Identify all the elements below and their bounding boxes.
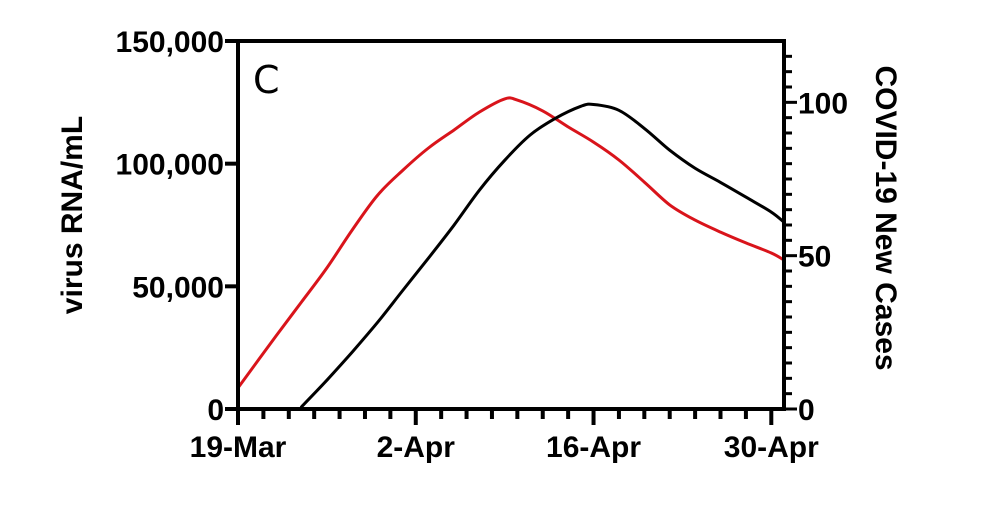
virus-rna-line [236,96,786,390]
left-axis-tick-label: 50,000 [132,271,224,304]
left-y-axis: 0 50,000 100,000 150,000 [116,26,240,427]
new-cases-line [300,102,786,409]
left-axis-title: virus RNA/mL [56,116,89,314]
panel-label: C [253,58,280,102]
x-axis-tick-label: 19-Mar [190,431,287,464]
right-axis-tick-label: 50 [798,241,831,274]
left-axis-tick-label: 100,000 [116,149,224,182]
right-axis-tick-label: 100 [798,87,848,120]
x-axis-tick-label: 2-Apr [377,431,456,464]
left-axis-tick-label: 150,000 [116,26,224,59]
right-axis-tick-label: 0 [798,394,815,427]
x-axis: 19-Mar 2-Apr 16-Apr 30-Apr [190,407,819,464]
right-axis-title: COVID-19 New Cases [869,65,902,370]
series-layer [236,96,786,409]
right-y-axis: 0 50 100 [782,39,848,427]
left-axis-tick-label: 0 [207,394,224,427]
x-axis-tick-label: 30-Apr [724,431,819,464]
x-axis-tick-label: 16-Apr [546,431,641,464]
